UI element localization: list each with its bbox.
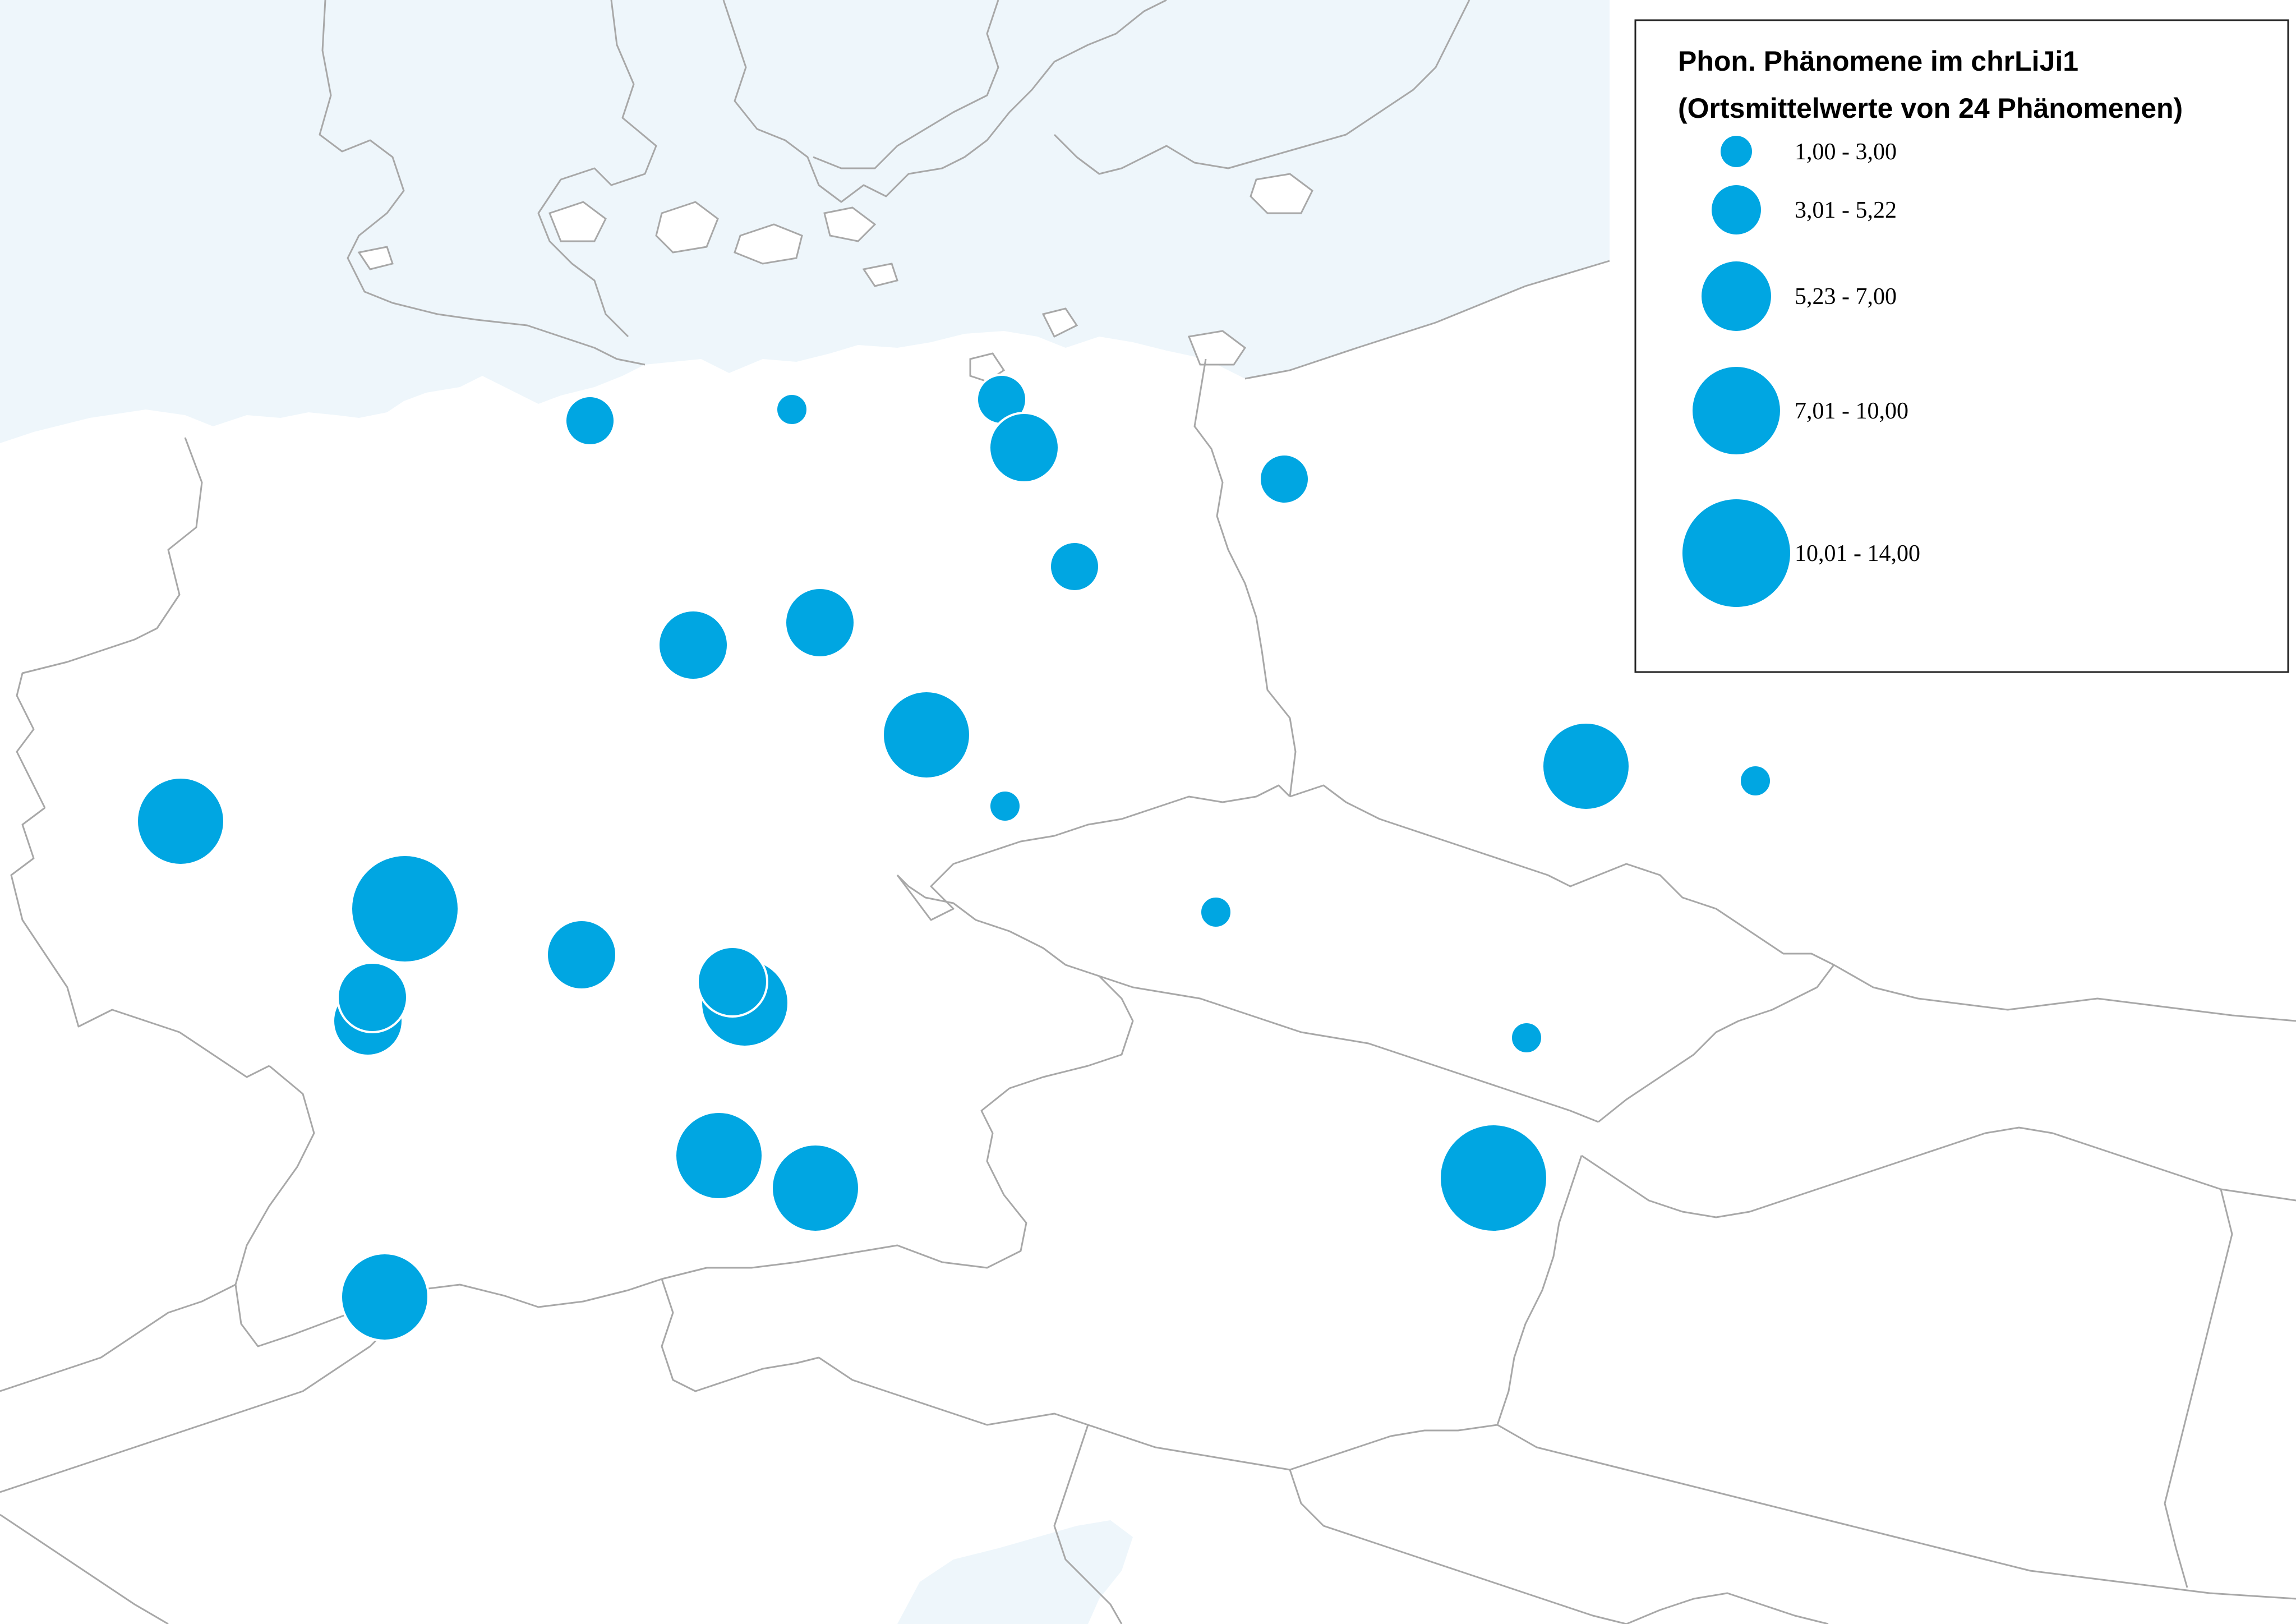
location-symbol (775, 393, 809, 426)
legend-label-5: 10,01 - 14,00 (1795, 541, 1920, 567)
location-symbol (136, 776, 225, 866)
legend: Phon. Phänomene im chrLiJi1 (Ortsmittelw… (1634, 19, 2289, 673)
border-slovenia-croatia (1289, 1469, 1627, 1624)
island-7 (357, 246, 394, 270)
jutland-east (537, 0, 657, 338)
location-symbol (1510, 1021, 1543, 1055)
adriatic-sea (897, 1520, 1133, 1624)
legend-symbol-2 (1712, 185, 1761, 234)
island-2 (655, 201, 719, 254)
legend-label-3: 5,23 - 7,00 (1795, 284, 1897, 310)
location-symbol (697, 946, 768, 1018)
border-croatia-bosnia (1626, 1592, 1829, 1624)
border-hungary-east (2164, 1189, 2233, 1588)
border-czech-poland (1289, 784, 1834, 966)
legend-label-1: 1,00 - 3,00 (1795, 139, 1897, 165)
location-symbol (1049, 541, 1100, 592)
border-slovakia-czech (1598, 964, 1835, 1123)
location-symbol (784, 587, 856, 659)
sea-areas (0, 0, 1610, 1624)
location-symbol (1199, 895, 1233, 929)
location-symbol (1258, 453, 1310, 505)
border-czech-germany (896, 784, 1291, 921)
border-austria-hungary (1496, 1155, 1583, 1425)
border-italy-slovenia (1053, 1424, 1123, 1624)
legend-symbol-1 (1721, 136, 1752, 167)
location-symbol (674, 1111, 764, 1200)
island-4 (823, 206, 877, 242)
scandinavia-right (1053, 0, 1470, 175)
location-symbol (882, 690, 971, 780)
sweden-south (813, 0, 999, 169)
location-symbol (1541, 721, 1631, 811)
border-poland-germany (1193, 358, 1297, 797)
coastlines (319, 0, 1610, 380)
border-hungary-croatia (1497, 1424, 2296, 1600)
border-slovakia-hungary (1581, 1126, 2296, 1218)
island-8 (862, 263, 898, 287)
north-sea-baltic (0, 0, 1610, 443)
border-netherlands-germany (16, 437, 203, 808)
border-austria-germany (863, 874, 1134, 1269)
location-symbol (771, 1143, 860, 1233)
location-symbol (657, 609, 729, 681)
location-symbol (340, 1252, 430, 1342)
border-france-switzerland (0, 1283, 236, 1392)
location-symbol (988, 412, 1060, 484)
location-symbol (1439, 1123, 1548, 1233)
location-symbol (1739, 764, 1772, 798)
island-5 (1250, 173, 1313, 214)
border-switzerland-austria (661, 1278, 819, 1392)
border-austria-slovenia (1289, 1424, 1498, 1471)
legend-title-line2: (Ortsmittelwerte von 24 Phänomenen) (1678, 93, 2183, 124)
location-symbol (988, 789, 1022, 823)
location-symbol (350, 854, 460, 964)
legend-label-4: 7,01 - 10,00 (1795, 398, 1908, 424)
border-belgium-germany (10, 807, 270, 1078)
border-switzerland-germany (414, 1250, 864, 1308)
border-slovakia-poland (1833, 964, 2296, 1022)
data-symbols (136, 374, 1772, 1342)
legend-items: 1,00 - 3,00 3,01 - 5,22 5,23 - 7,00 7,01 - … (1682, 136, 1920, 607)
baltic-coast-south (1244, 260, 1610, 380)
legend-symbol-3 (1702, 261, 1771, 331)
border-switzerland-italy (0, 1290, 416, 1493)
legend-symbol-5 (1682, 499, 1790, 607)
island-10 (1041, 307, 1078, 338)
location-symbol (546, 919, 617, 991)
border-austria-italy (818, 1356, 1290, 1471)
jutland-coast (319, 0, 646, 366)
legend-title-line1: Phon. Phänomene im chrLiJi1 (1678, 45, 2078, 77)
sweden-coast (722, 0, 1167, 203)
island-1 (734, 223, 803, 265)
island-6 (1187, 330, 1247, 366)
location-symbol (336, 961, 408, 1033)
country-borders (0, 358, 2296, 1624)
legend-label-2: 3,01 - 5,22 (1795, 197, 1897, 223)
border-italy-france (0, 1513, 169, 1624)
island-3 (548, 201, 607, 242)
legend-symbol-4 (1693, 367, 1780, 454)
border-czech-austria (1099, 975, 1599, 1123)
location-symbol (564, 395, 616, 447)
